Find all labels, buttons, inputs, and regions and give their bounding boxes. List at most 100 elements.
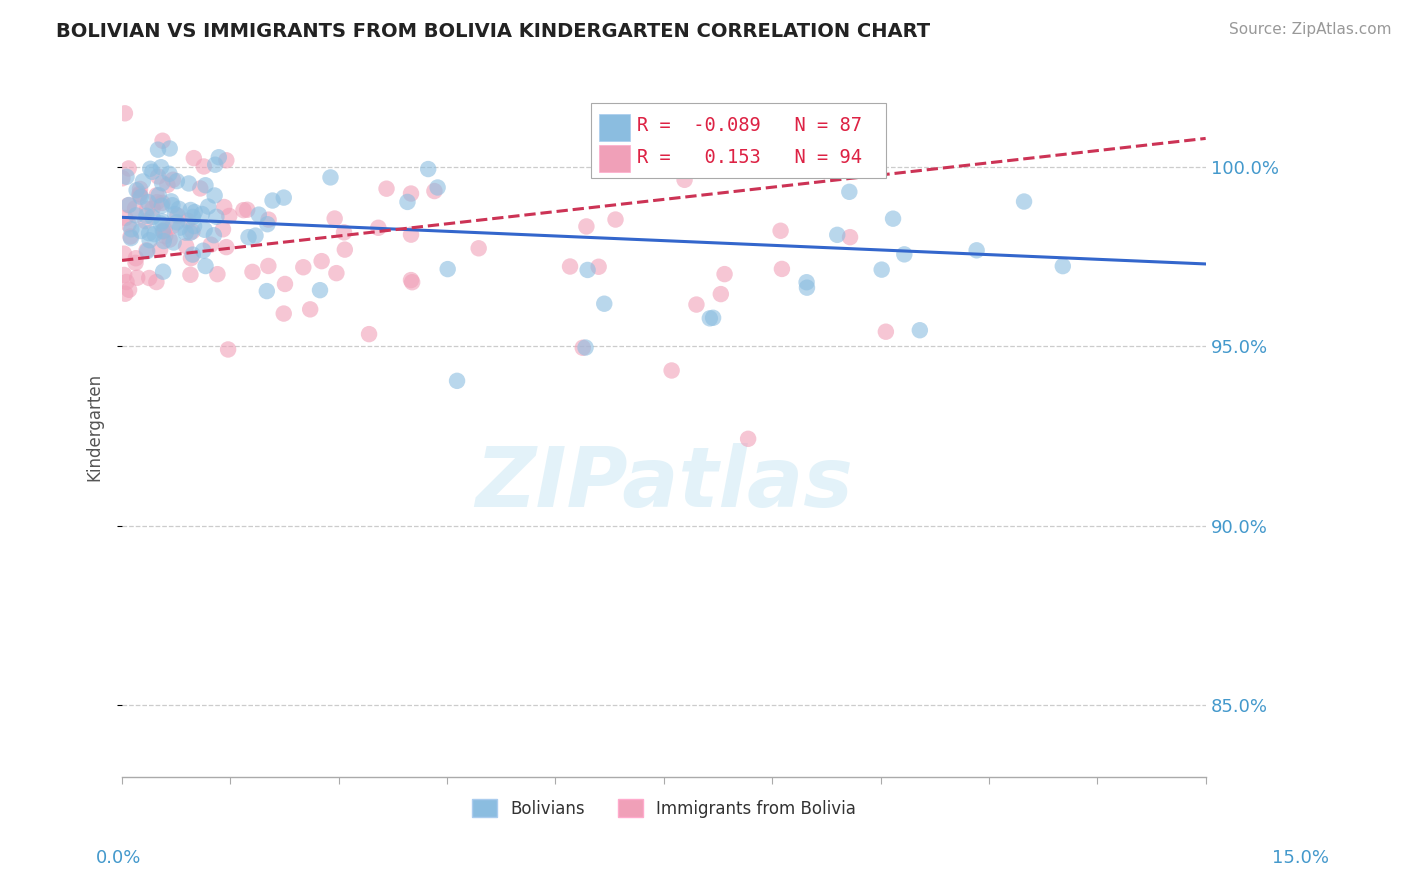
Immigrants from Bolivia <box>232 203 254 218</box>
Immigrants from Bolivia <box>166 209 188 223</box>
Immigrants from Bolivia <box>710 287 733 301</box>
Immigrants from Bolivia <box>146 195 169 210</box>
Immigrants from Bolivia <box>215 153 238 168</box>
Bolivians <box>138 233 160 247</box>
Immigrants from Bolivia <box>333 243 356 257</box>
Immigrants from Bolivia <box>323 211 346 226</box>
Immigrants from Bolivia <box>117 198 139 212</box>
Immigrants from Bolivia <box>423 184 446 198</box>
Bolivians <box>796 275 818 289</box>
Bolivians <box>166 174 188 188</box>
Immigrants from Bolivia <box>769 224 792 238</box>
Bolivians <box>157 167 180 181</box>
Immigrants from Bolivia <box>180 251 202 265</box>
Immigrants from Bolivia <box>467 241 489 255</box>
Immigrants from Bolivia <box>124 256 146 270</box>
Bolivians <box>418 162 440 177</box>
Immigrants from Bolivia <box>737 432 759 446</box>
Immigrants from Bolivia <box>127 270 149 285</box>
Bolivians <box>163 207 186 221</box>
Immigrants from Bolivia <box>112 246 135 260</box>
Bolivians <box>179 226 201 240</box>
Bolivians <box>160 194 183 209</box>
Immigrants from Bolivia <box>375 182 398 196</box>
Immigrants from Bolivia <box>145 275 167 289</box>
Bolivians <box>197 200 219 214</box>
Immigrants from Bolivia <box>152 224 174 238</box>
Bolivians <box>141 210 163 224</box>
Immigrants from Bolivia <box>770 261 793 276</box>
Immigrants from Bolivia <box>128 188 150 202</box>
Immigrants from Bolivia <box>399 273 422 287</box>
Bolivians <box>183 219 205 234</box>
Bolivians <box>202 228 225 243</box>
Immigrants from Bolivia <box>357 327 380 342</box>
Immigrants from Bolivia <box>177 213 200 227</box>
Immigrants from Bolivia <box>153 222 176 236</box>
Immigrants from Bolivia <box>325 266 347 280</box>
Immigrants from Bolivia <box>713 267 735 281</box>
Bolivians <box>966 244 988 258</box>
Bolivians <box>262 194 284 208</box>
Immigrants from Bolivia <box>118 161 141 176</box>
Bolivians <box>796 280 818 294</box>
Bolivians <box>247 208 270 222</box>
Bolivians <box>446 374 468 388</box>
Bolivians <box>120 222 142 236</box>
Bolivians <box>150 214 173 228</box>
Bolivians <box>194 178 217 193</box>
Bolivians <box>208 150 231 164</box>
Immigrants from Bolivia <box>212 222 235 236</box>
Bolivians <box>882 211 904 226</box>
Immigrants from Bolivia <box>207 267 229 281</box>
Immigrants from Bolivia <box>212 200 235 214</box>
Bolivians <box>191 207 214 221</box>
Immigrants from Bolivia <box>183 151 205 165</box>
Bolivians <box>129 224 152 238</box>
Bolivians <box>436 262 458 277</box>
Bolivians <box>135 209 157 223</box>
Immigrants from Bolivia <box>115 275 138 289</box>
Immigrants from Bolivia <box>257 259 280 273</box>
Bolivians <box>181 210 204 224</box>
Bolivians <box>146 143 169 157</box>
Bolivians <box>193 244 215 258</box>
Bolivians <box>118 198 141 212</box>
Immigrants from Bolivia <box>558 260 581 274</box>
Bolivians <box>163 235 186 250</box>
Bolivians <box>167 202 190 216</box>
Bolivians <box>152 265 174 279</box>
Immigrants from Bolivia <box>111 171 134 186</box>
Immigrants from Bolivia <box>274 277 297 291</box>
Bolivians <box>702 310 724 325</box>
Immigrants from Bolivia <box>125 251 148 265</box>
Text: 15.0%: 15.0% <box>1271 849 1329 867</box>
Bolivians <box>1052 259 1074 273</box>
Bolivians <box>256 284 278 298</box>
Immigrants from Bolivia <box>399 227 422 242</box>
Text: R =   0.153   N = 94: R = 0.153 N = 94 <box>637 148 862 168</box>
Immigrants from Bolivia <box>839 230 862 244</box>
Bolivians <box>593 296 616 310</box>
Immigrants from Bolivia <box>114 286 136 301</box>
Immigrants from Bolivia <box>673 173 696 187</box>
Bolivians <box>159 141 181 155</box>
Bolivians <box>150 199 173 213</box>
Immigrants from Bolivia <box>129 182 152 196</box>
Bolivians <box>1012 194 1035 209</box>
Immigrants from Bolivia <box>588 260 610 274</box>
Bolivians <box>184 205 207 219</box>
Immigrants from Bolivia <box>153 229 176 244</box>
Bolivians <box>150 176 173 190</box>
Bolivians <box>838 185 860 199</box>
Immigrants from Bolivia <box>815 153 838 167</box>
Bolivians <box>238 230 260 244</box>
Bolivians <box>273 191 295 205</box>
Immigrants from Bolivia <box>292 260 315 275</box>
Text: ZIPatlas: ZIPatlas <box>475 442 853 524</box>
Immigrants from Bolivia <box>200 237 222 252</box>
Bolivians <box>825 227 848 242</box>
Immigrants from Bolivia <box>150 195 173 210</box>
Immigrants from Bolivia <box>117 218 139 232</box>
Immigrants from Bolivia <box>112 268 135 282</box>
